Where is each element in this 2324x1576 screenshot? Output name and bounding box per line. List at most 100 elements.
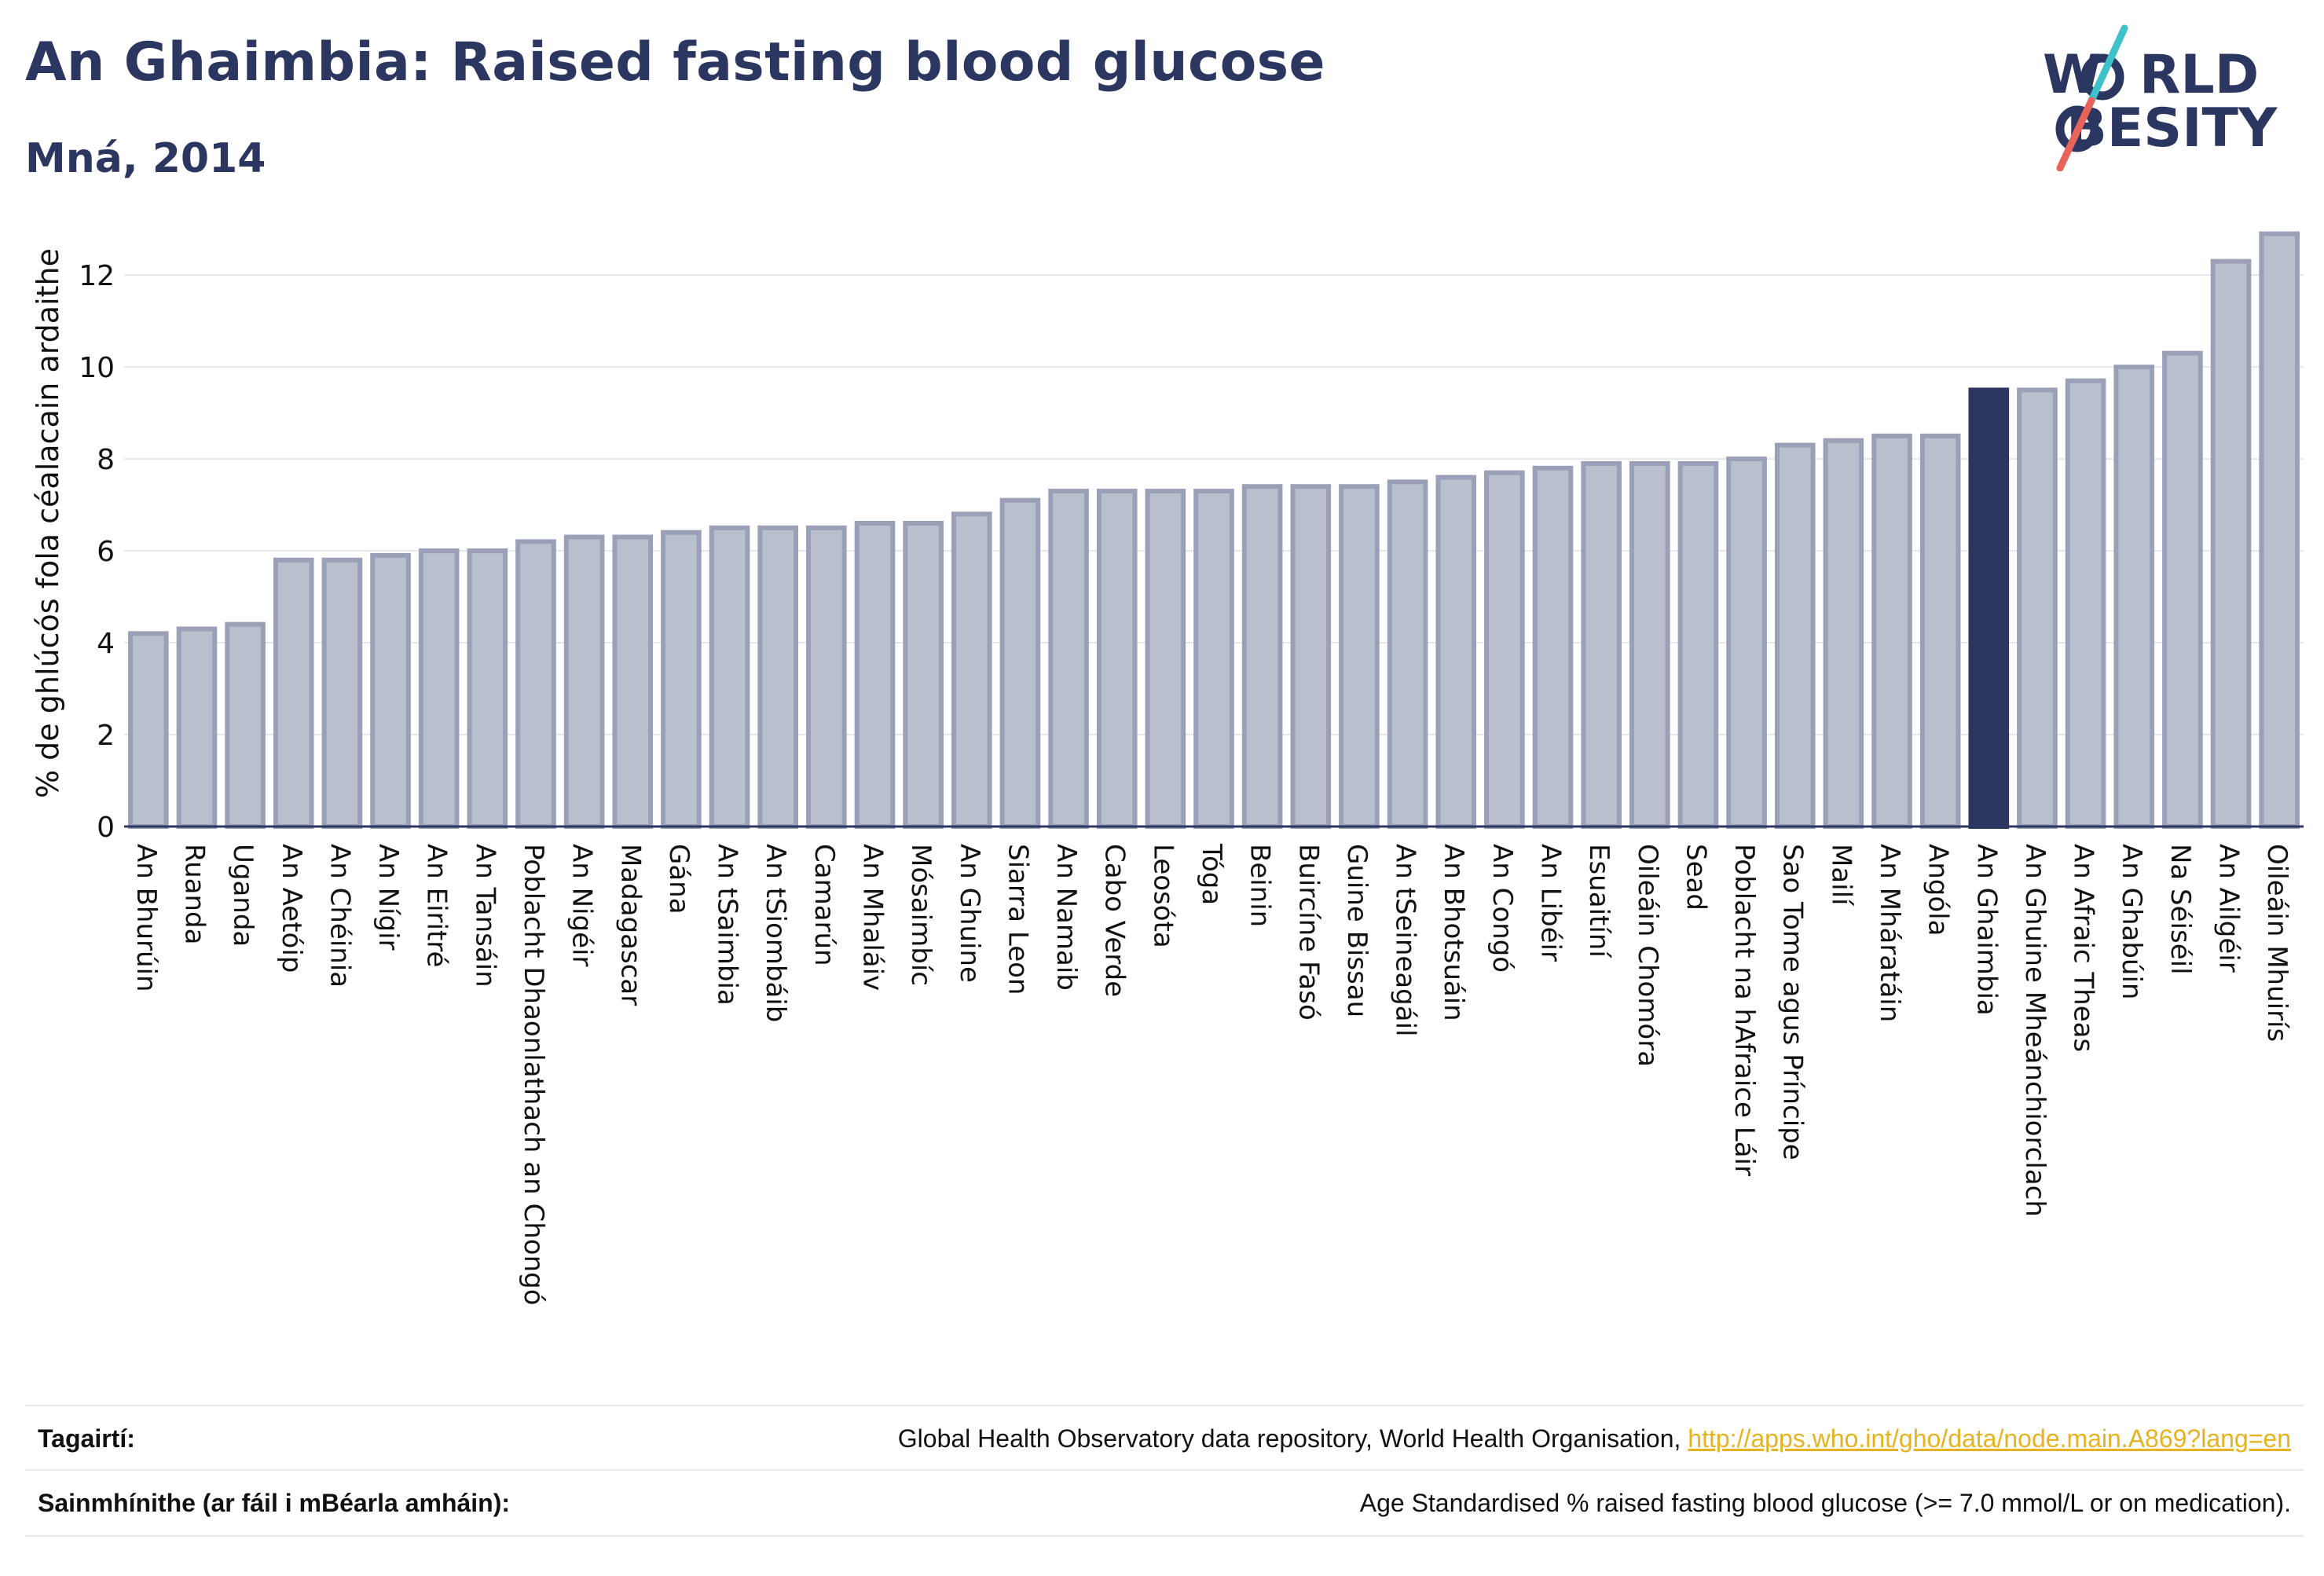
definitions-value: Age Standardised % raised fasting blood … (1359, 1488, 2291, 1517)
x-tick-label: Beinin (1244, 844, 1276, 927)
x-tick-label: Uganda (227, 844, 258, 947)
bar (321, 557, 363, 830)
bar (1774, 442, 1816, 829)
bar (806, 525, 847, 830)
bar (1532, 465, 1574, 829)
bar (999, 497, 1041, 829)
bar (563, 534, 605, 830)
chart-subtitle: Mná, 2014 (25, 135, 266, 182)
x-tick-label: An Mháratáin (1874, 844, 1905, 1022)
x-tick-label: An Aetóip (276, 844, 307, 973)
bar (1629, 460, 1670, 830)
x-tick-label: Siarra Leon (1002, 844, 1033, 995)
bar (757, 525, 799, 830)
y-tick-label: 10 (79, 352, 115, 384)
bar (128, 631, 169, 830)
x-tick-label: Oileáin Mhuirís (2261, 844, 2293, 1042)
x-tick-label: An Bhotsuáin (1438, 844, 1469, 1021)
x-tick-label: Esuaitíní (1583, 844, 1615, 958)
x-tick-label: Mósaimbíc (905, 844, 937, 986)
bar (1290, 484, 1332, 829)
y-tick-label: 12 (79, 260, 115, 292)
definitions-label: Sainmhínithe (ar fáil i mBéarla amháin): (38, 1488, 511, 1517)
bar (1193, 489, 1234, 829)
logo-letters-rld: RLD (2139, 44, 2259, 106)
references-link[interactable]: http://apps.who.int/gho/data/node.main.A… (1688, 1424, 2291, 1453)
bar (2113, 365, 2155, 830)
bar-chart: 0 2 4 6 8 10 12 An Bhurúin Ruanda Uganda An Aetói… (31, 231, 2304, 1306)
bar (225, 621, 266, 830)
x-tick-label: An Bhurúin (130, 844, 162, 992)
x-tick-label: Guine Bissau (1341, 844, 1373, 1017)
bar (2210, 258, 2252, 829)
bar (370, 552, 411, 829)
x-tick-label: An Libéir (1535, 844, 1567, 962)
y-tick-label: 6 (97, 536, 115, 568)
bar (273, 557, 314, 830)
definitions-row: Sainmhínithe (ar fáil i mBéarla amháin):… (25, 1469, 2304, 1537)
x-tick-label: Camarún (808, 844, 840, 966)
x-tick-label: Angóla (1923, 844, 1954, 936)
x-tick-label: An Ghuine Mheánchiorclach (2019, 844, 2051, 1217)
bar (1096, 489, 1138, 829)
x-tick-label: Leosóta (1147, 844, 1178, 948)
x-tick-label: Gána (663, 844, 695, 914)
x-tick-label: An Chéinia (324, 844, 355, 988)
x-tick-label: An Congó (1486, 844, 1518, 973)
references-value: Global Health Observatory data repositor… (898, 1424, 2304, 1453)
bar (1387, 479, 1428, 829)
logo-line-2: BESITY (2066, 97, 2278, 159)
logo-o-top (2080, 53, 2124, 101)
chart-title: An Ghaimbia: Raised fasting blood glucos… (25, 31, 1325, 93)
bar (661, 530, 702, 829)
world-obesity-logo: W RLD BESITY (2043, 24, 2278, 171)
bar (709, 525, 750, 830)
bar (2259, 231, 2300, 829)
bar (515, 539, 556, 829)
logo-slash-red (2056, 97, 2095, 171)
x-tick-label: Oileáin Chomóra (1632, 844, 1663, 1067)
logo-o-bottom (2055, 105, 2099, 152)
x-tick-label: Poblacht na hAfraice Láir (1728, 844, 1760, 1176)
bar (1677, 460, 1719, 830)
x-tick-label: Mailí (1825, 844, 1857, 907)
x-tick-label: An Tansáin (469, 844, 500, 988)
references-text: Global Health Observatory data repositor… (897, 1424, 1688, 1453)
bar (951, 511, 992, 829)
bar (2065, 378, 2106, 829)
bar (1435, 475, 1477, 829)
x-tick-label: An Ghaimbia (1970, 844, 2002, 1016)
bar (903, 521, 944, 829)
x-tick-label: An Mhaláiv (856, 844, 888, 991)
bar (1339, 484, 1380, 829)
x-tick-label: Tóga (1196, 843, 1227, 905)
bar (1919, 433, 1961, 829)
bar (467, 548, 508, 829)
x-tick-label: An Afraic Theas (2068, 844, 2099, 1052)
x-tick-label: Madagascar (614, 844, 646, 1006)
x-tick-label: Poblacht Dhaonlathach an Chongó (518, 844, 549, 1306)
x-tick-labels: An Bhurúin Ruanda Uganda An Aetóip An Chéini… (130, 843, 2293, 1306)
x-tick-label: Sead (1680, 844, 1711, 911)
y-tick-label: 8 (97, 444, 115, 476)
x-tick-label: Buircíne Fasó (1292, 844, 1324, 1021)
bar (612, 534, 654, 830)
bar (1484, 470, 1525, 830)
x-tick-label: An tSaimbia (712, 844, 743, 1006)
bar (1145, 489, 1186, 829)
x-tick-label: An Ghabúin (2116, 844, 2147, 999)
x-tick-label: An Ailgéir (2213, 844, 2245, 973)
x-tick-label: An tSiombáib (760, 844, 791, 1022)
bar (2017, 387, 2058, 830)
x-tick-label: Na Séiséil (2165, 844, 2196, 975)
y-tick-label: 4 (97, 628, 115, 660)
x-tick-label: An Eiritré (421, 844, 453, 967)
bars (128, 231, 2300, 830)
y-axis-label: % de ghlúcós fola céalacain ardaithe (31, 248, 65, 798)
y-tick-label: 2 (97, 720, 115, 752)
bar-highlight (1968, 387, 2010, 830)
bar (2162, 350, 2203, 829)
bar (1048, 489, 1089, 829)
references-row: Tagairtí: Global Health Observatory data… (25, 1405, 2304, 1471)
logo-slash-teal (2088, 24, 2128, 104)
